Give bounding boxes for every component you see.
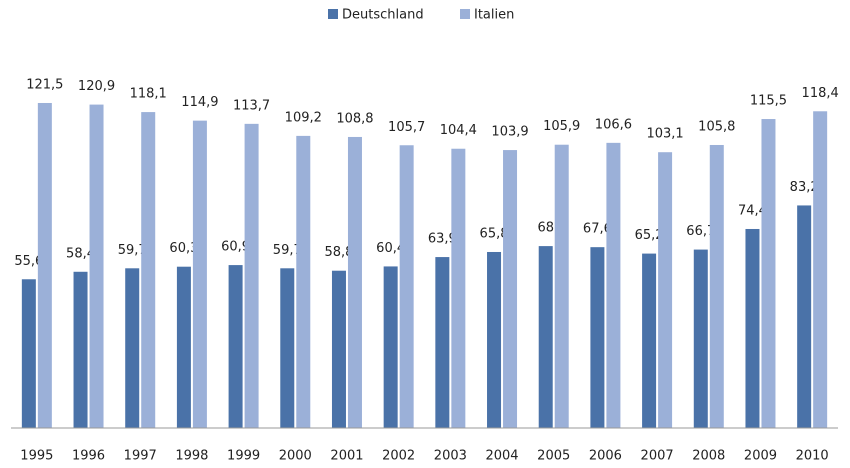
bar	[280, 268, 295, 428]
x-tick-label: 2007	[641, 449, 674, 464]
data-label: 66,7	[686, 224, 715, 239]
legend-swatch	[460, 9, 470, 19]
data-label: 67,6	[583, 222, 612, 237]
bar	[554, 144, 569, 428]
bar	[590, 247, 605, 428]
x-tick-label: 2008	[692, 449, 725, 464]
legend-label: Italien	[474, 8, 514, 23]
data-label: 60,4	[376, 241, 405, 256]
x-tick-label: 2005	[537, 449, 570, 464]
data-label: 65,2	[635, 228, 664, 243]
data-label: 59,7	[273, 243, 302, 258]
bar	[383, 266, 398, 428]
bar	[813, 111, 828, 428]
data-label: 118,1	[130, 87, 167, 102]
data-label: 121,5	[26, 77, 63, 92]
bar	[192, 120, 207, 428]
x-tick-label: 1999	[227, 449, 260, 464]
bar	[37, 102, 52, 429]
bar	[347, 136, 362, 428]
data-label: 120,9	[78, 79, 115, 94]
data-label: 74,4	[738, 203, 767, 218]
bar	[642, 253, 657, 428]
bar	[658, 152, 673, 428]
bar	[797, 205, 812, 428]
legend-swatch	[328, 9, 338, 19]
data-label: 60,3	[169, 241, 198, 256]
bar	[487, 251, 502, 428]
data-label: 104,4	[440, 123, 477, 138]
x-tick-label: 2001	[330, 449, 363, 464]
data-label: 58,4	[66, 246, 95, 261]
data-label: 63,9	[428, 232, 457, 247]
bar	[228, 265, 243, 428]
bar	[89, 104, 104, 428]
x-tick-label: 2002	[382, 449, 415, 464]
data-label: 118,4	[802, 86, 839, 101]
bar	[435, 257, 450, 428]
bar	[141, 112, 156, 429]
data-label: 113,7	[233, 98, 270, 113]
data-label: 114,9	[181, 95, 218, 110]
x-tick-label: 1998	[175, 449, 208, 464]
bar	[296, 135, 311, 428]
x-tick-label: 1996	[72, 449, 105, 464]
bar	[745, 228, 760, 428]
x-tick-label: 2009	[744, 449, 777, 464]
bar	[538, 246, 553, 428]
data-label: 103,9	[491, 125, 528, 140]
data-label: 106,6	[595, 117, 632, 132]
bar	[331, 270, 346, 428]
bar	[176, 266, 191, 428]
data-label: 103,1	[646, 127, 683, 142]
x-tick-label: 2000	[279, 449, 312, 464]
x-tick-label: 1997	[124, 449, 157, 464]
data-label: 108,8	[336, 111, 373, 126]
x-tick-label: 2006	[589, 449, 622, 464]
bar	[451, 148, 466, 429]
x-tick-label: 2010	[796, 449, 829, 464]
x-tick-label: 1995	[20, 449, 53, 464]
data-label: 105,9	[543, 119, 580, 134]
data-label: 83,2	[790, 180, 819, 195]
bar	[503, 150, 518, 428]
legend-label: Deutschland	[342, 8, 424, 23]
bar	[399, 145, 414, 428]
x-tick-label: 2004	[485, 449, 518, 464]
data-label: 109,2	[285, 110, 322, 125]
data-label: 68	[537, 221, 554, 236]
bar	[761, 119, 776, 428]
data-label: 58,8	[324, 245, 353, 260]
data-label: 65,8	[480, 226, 509, 241]
bar	[125, 268, 140, 428]
data-label: 55,6	[14, 254, 43, 269]
data-label: 105,7	[388, 120, 425, 135]
bar	[693, 249, 708, 428]
data-label: 59,7	[118, 243, 147, 258]
data-label: 105,8	[698, 119, 735, 134]
bar	[73, 271, 88, 428]
bar	[244, 123, 259, 428]
bar	[709, 144, 724, 429]
bar	[21, 279, 36, 428]
data-label: 60,9	[221, 240, 250, 255]
data-label: 115,5	[750, 94, 787, 109]
x-tick-label: 2003	[434, 449, 467, 464]
bar	[606, 142, 621, 428]
